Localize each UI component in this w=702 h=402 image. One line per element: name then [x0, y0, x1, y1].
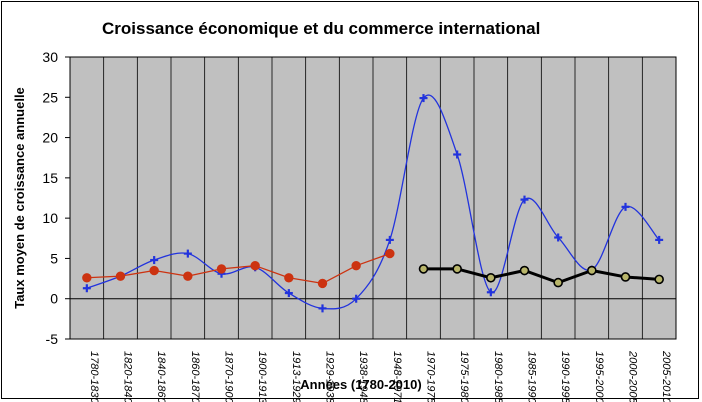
data-point — [284, 273, 294, 283]
x-tick-label: 1913-1929 — [290, 351, 302, 402]
y-tick-label: 25 — [42, 89, 58, 105]
x-tick-label: 1990-1995 — [559, 351, 571, 402]
data-point — [183, 249, 192, 258]
data-point — [486, 272, 496, 283]
series-layer — [82, 94, 664, 313]
data-point — [418, 264, 429, 274]
data-point — [183, 271, 193, 281]
data-point — [284, 289, 293, 298]
x-axis-ticks: 1780-1830 1820-1840 1840-1860 1860-1870 1870… — [88, 350, 672, 402]
data-point — [520, 195, 529, 204]
x-tick-label: 1900-1913 — [256, 351, 268, 402]
data-point — [453, 150, 462, 159]
y-axis-ticks: -5 0 5 10 15 20 25 30 — [42, 49, 70, 347]
data-point — [486, 288, 495, 297]
data-point — [385, 235, 394, 244]
x-tick-label: 1840-1860 — [155, 351, 167, 402]
data-point — [385, 248, 395, 259]
series-line — [423, 267, 660, 285]
data-point — [519, 265, 530, 276]
data-point — [620, 272, 631, 282]
x-tick-label: 1948-1971 — [391, 351, 403, 402]
data-point — [352, 294, 361, 303]
data-point — [318, 304, 327, 313]
data-point — [317, 278, 328, 289]
y-tick-label: 5 — [50, 250, 58, 266]
data-point — [250, 260, 260, 271]
data-point — [82, 273, 92, 283]
x-tick-label: 1938-1948 — [357, 351, 369, 402]
x-tick-label: 1995-2000 — [593, 351, 605, 402]
y-tick-label: -5 — [46, 331, 59, 347]
y-axis-label: Taux moyen de croissance annuelle — [12, 87, 27, 309]
y-tick-label: 0 — [50, 291, 58, 307]
x-tick-label: 2005-2010 — [660, 350, 672, 402]
data-point — [554, 233, 563, 242]
y-tick-label: 15 — [42, 170, 58, 186]
x-tick-label: 2000-2005 — [627, 350, 639, 402]
data-point — [351, 260, 361, 271]
data-point — [149, 265, 159, 276]
data-point — [621, 202, 630, 211]
gridlines — [70, 57, 676, 339]
data-point — [82, 284, 91, 293]
x-tick-label: 1780-1830 — [88, 351, 100, 402]
x-tick-label: 1970-1975 — [425, 351, 437, 402]
x-tick-label: 1929-1938 — [324, 351, 336, 402]
data-point — [419, 94, 428, 103]
data-point — [150, 256, 159, 265]
data-point — [452, 264, 462, 274]
series-3 — [418, 264, 664, 288]
x-tick-label: 1820-1840 — [122, 351, 134, 402]
x-axis-label: Années (1780-2010) — [300, 377, 421, 392]
series-2 — [82, 248, 395, 289]
chart-title: Croissance économique et du commerce int… — [102, 19, 541, 38]
data-point — [553, 277, 563, 288]
data-point — [216, 264, 227, 274]
y-tick-label: 30 — [42, 49, 58, 65]
x-tick-label: 1975-1980 — [458, 351, 470, 402]
x-tick-label: 1985-1990 — [526, 351, 538, 402]
series-line — [86, 252, 391, 285]
x-tick-label: 1870-1900 — [223, 351, 235, 402]
data-point — [115, 271, 126, 281]
y-tick-label: 20 — [42, 130, 58, 146]
x-tick-label: 1860-1870 — [189, 351, 201, 402]
y-tick-label: 10 — [42, 210, 58, 226]
data-point — [587, 265, 597, 276]
data-point — [654, 274, 664, 285]
data-point — [655, 235, 664, 244]
x-tick-label: 1980-1985 — [492, 351, 504, 402]
